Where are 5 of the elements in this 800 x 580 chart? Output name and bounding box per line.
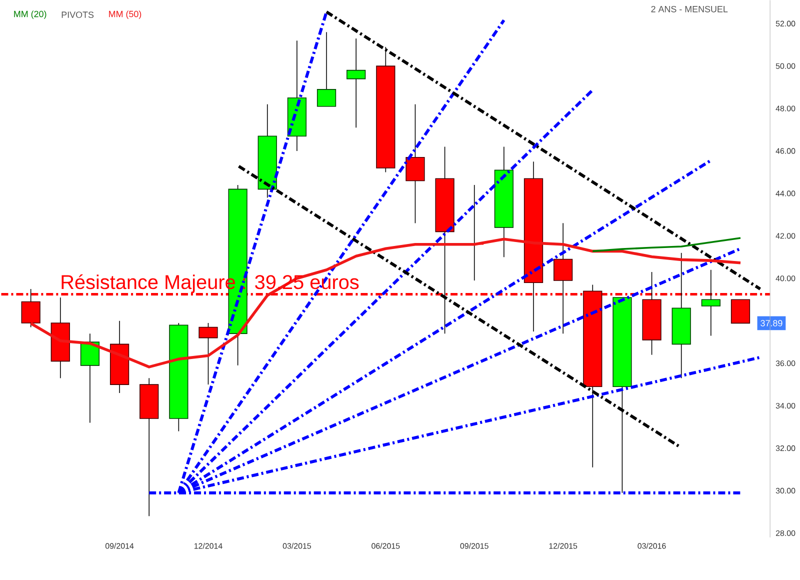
text: MM (20) — [14, 10, 46, 19]
annotation: 37.89 — [760, 320, 782, 326]
text: MM (50) — [109, 10, 142, 19]
annotation: 2 ANS - MENSUEL — [651, 6, 728, 12]
annotation: PIVOTS — [62, 12, 94, 18]
